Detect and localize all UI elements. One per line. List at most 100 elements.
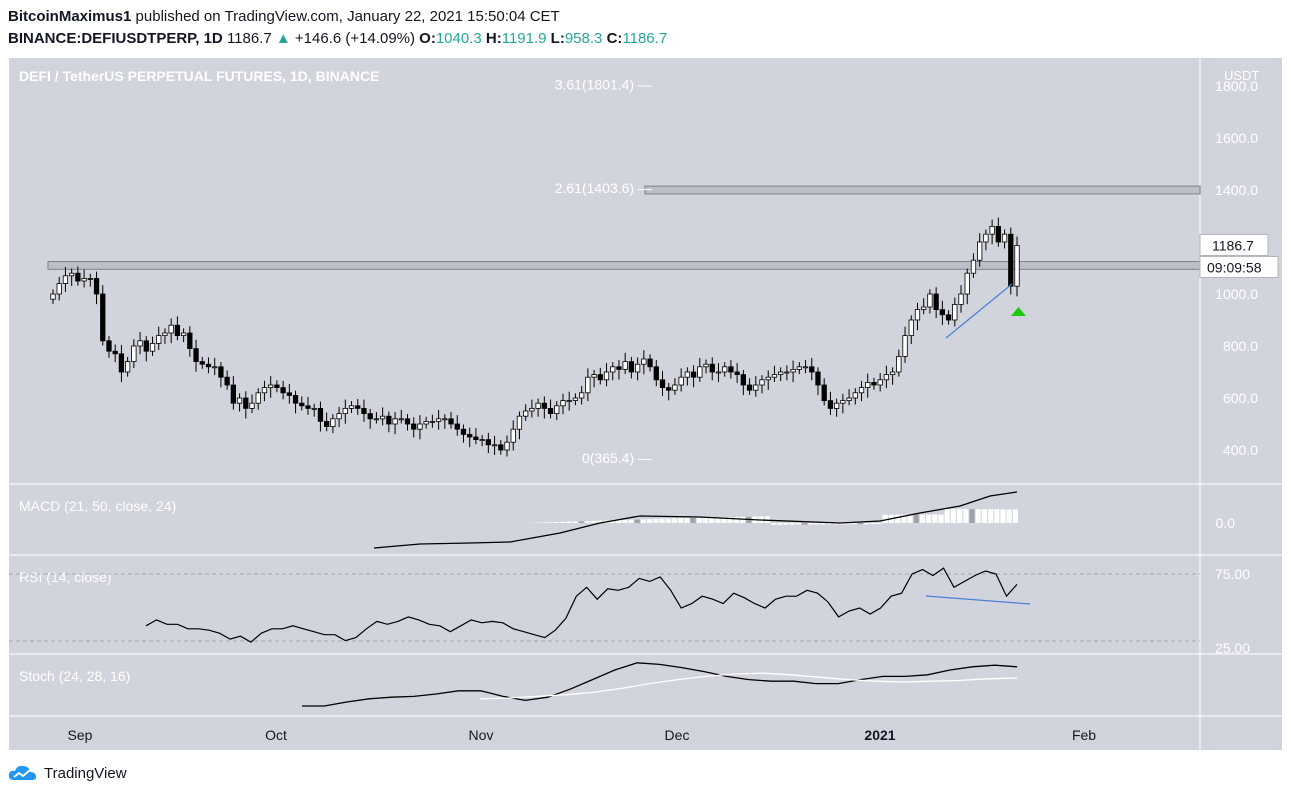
macd-histogram-bar [944, 509, 950, 523]
candle-up [81, 277, 87, 282]
candle-down [541, 402, 547, 409]
candle-up [342, 407, 348, 414]
time-tick-label: Sep [68, 727, 93, 743]
candle-up [572, 397, 579, 401]
macd-histogram-bar [795, 523, 801, 525]
tradingview-logo[interactable]: TradingView [8, 764, 127, 782]
candle-up [479, 439, 485, 442]
candle-down [100, 293, 106, 342]
candle-down [280, 387, 286, 394]
macd-histogram-bar [702, 517, 708, 523]
candle-down [659, 379, 666, 388]
candle-up [50, 293, 56, 300]
macd-histogram-bar [1006, 509, 1012, 523]
publish-info: BitcoinMaximus1 published on TradingView… [8, 8, 560, 25]
candle-up [62, 275, 69, 284]
last-price-box [1199, 233, 1269, 256]
fib-level-label: 0(365.4) — [582, 450, 652, 466]
candle-up [765, 376, 771, 381]
candle-up [510, 428, 516, 443]
candle-down [324, 420, 330, 427]
author-name[interactable]: BitcoinMaximus1 [8, 8, 132, 25]
candle-up [348, 405, 355, 409]
candle-up [137, 340, 143, 347]
candle-up [722, 366, 728, 373]
candle-down [367, 413, 373, 420]
macd-histogram-bar [591, 520, 597, 523]
candle-up [908, 319, 914, 337]
candle-down [411, 423, 417, 430]
candle-up [964, 272, 970, 295]
candle-down [647, 358, 653, 368]
candle-up [423, 420, 429, 425]
candle-up [124, 361, 131, 373]
candle-up [983, 233, 989, 243]
candle-up [579, 392, 585, 399]
candle-up [236, 397, 243, 404]
candle-down [187, 332, 193, 350]
candle-up [442, 418, 448, 421]
macd-histogram-bar [634, 519, 640, 523]
macd-histogram-bar [1012, 509, 1018, 523]
candle-up [560, 400, 566, 407]
tradingview-cloud-icon [8, 765, 36, 780]
high-value: 1191.9 [501, 30, 547, 47]
macd-histogram-bar [802, 523, 808, 525]
macd-histogram-bar [938, 514, 944, 523]
candle-down [728, 366, 734, 373]
candle-down [404, 418, 411, 425]
macd-histogram-bar [988, 509, 994, 523]
macd-histogram-bar [808, 523, 814, 525]
candle-up [379, 415, 386, 420]
stoch-d-line [479, 672, 1018, 700]
candle-up [641, 358, 647, 365]
candle-up [672, 384, 678, 391]
candle-up [566, 400, 572, 403]
up-arrow-signal-icon [1011, 307, 1026, 316]
candle-up [771, 374, 778, 378]
high-label: H: [485, 30, 502, 47]
candle-down [939, 309, 946, 316]
price-change: +146.6 (+14.09%) [294, 30, 415, 47]
macd-histogram-bar [833, 523, 839, 525]
candle-up [212, 366, 218, 369]
candle-down [690, 371, 697, 378]
stoch-k-line [302, 662, 1018, 707]
candle-down [740, 374, 746, 386]
macd-histogram-bar [851, 523, 857, 525]
candle-up [603, 371, 610, 381]
candle-down [871, 381, 877, 386]
candle-up [610, 366, 616, 373]
macd-histogram-bar [907, 514, 913, 523]
candle-up [156, 335, 162, 344]
candle-up [684, 371, 691, 378]
candle-up [268, 384, 274, 388]
countdown-label: 09:09:58 [1207, 259, 1262, 275]
rsi-divergence-line [925, 595, 1031, 605]
time-tick-label: 2021 [864, 727, 895, 743]
candle-down [827, 400, 834, 409]
candle-up [554, 405, 560, 414]
macd-histogram-bar [826, 523, 832, 525]
macd-histogram-bar [870, 523, 876, 525]
candle-down [305, 405, 311, 409]
macd-histogram-bar [554, 522, 560, 523]
candle-up [833, 402, 840, 409]
support-trendline [945, 283, 1013, 339]
macd-tick-label: 0.0 [1216, 515, 1236, 531]
candle-up [790, 368, 796, 373]
stoch-label: Stoch (24, 28, 16) [19, 668, 130, 684]
macd-histogram-bar [665, 518, 671, 523]
candle-down [274, 384, 280, 388]
candle-up [970, 259, 977, 274]
candle-down [317, 407, 324, 422]
candle-up [1001, 233, 1008, 243]
candle-up [703, 363, 709, 368]
candle-down [355, 405, 361, 409]
candle-up [865, 381, 871, 388]
candle-up [180, 332, 187, 336]
candle-down [286, 392, 292, 396]
candle-up [796, 366, 802, 370]
candle-up [523, 410, 529, 417]
